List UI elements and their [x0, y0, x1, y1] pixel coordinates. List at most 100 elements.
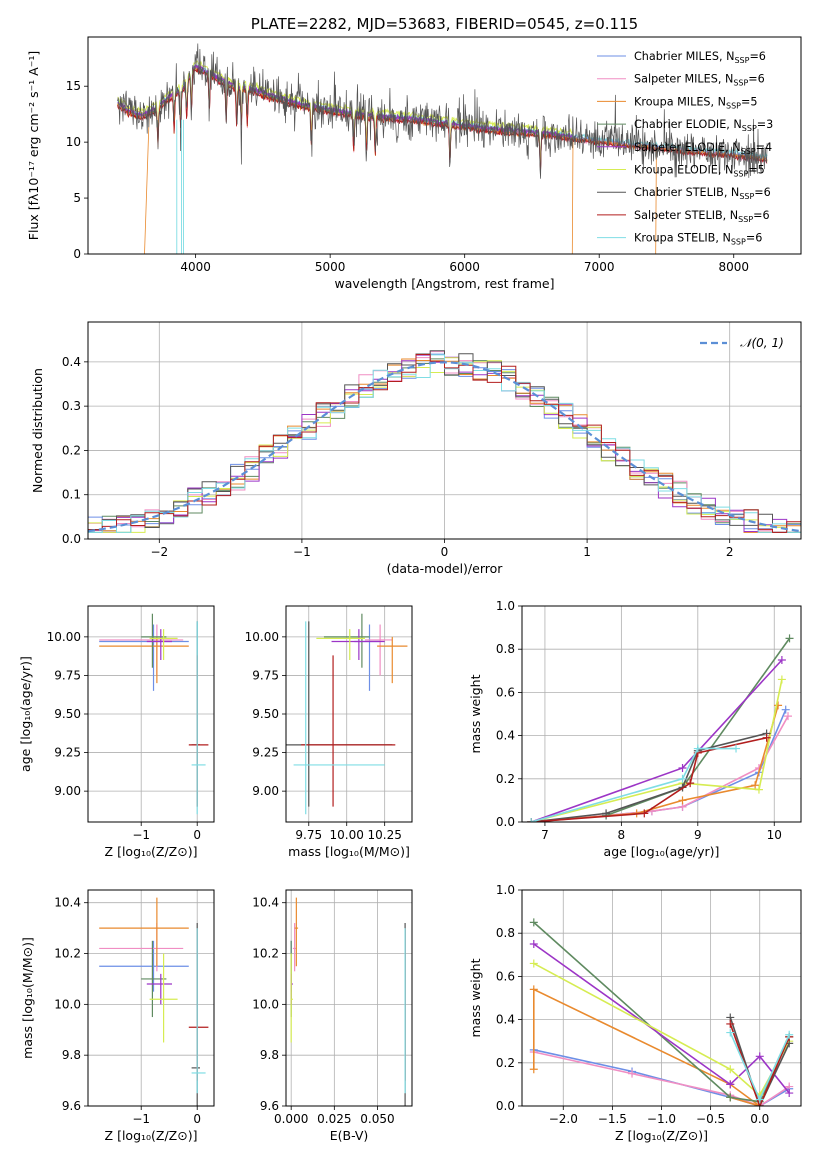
weight-line — [533, 988, 761, 1106]
axes-frame — [87, 605, 215, 823]
weight-marker — [726, 1065, 735, 1074]
y-axis-label: age [log₁₀(age/yr)] — [18, 656, 33, 772]
legend-text: Chabrier STELIB, N — [634, 186, 739, 199]
x-tick-label: 0.050 — [360, 1112, 394, 1126]
x-axis-label: Z [log₁₀(Z/Z⊙)] — [615, 1128, 708, 1143]
axes-frame — [285, 605, 413, 823]
weight-marker — [693, 744, 702, 753]
y-tick-label: 0.0 — [496, 1099, 515, 1113]
x-tick-label: 0 — [193, 1112, 201, 1126]
y-tick-label: 5 — [73, 191, 81, 205]
fit-errorbar — [191, 621, 206, 815]
legend-subscript: SSP — [741, 147, 756, 156]
legend-text: =6 — [746, 232, 763, 245]
x-tick-label: 10.25 — [367, 828, 401, 842]
plot-area — [99, 613, 209, 815]
weight-line — [531, 679, 783, 822]
weight-marker — [678, 774, 687, 783]
weight-series — [527, 656, 786, 822]
weight-marker — [777, 675, 786, 684]
fit-errorbar — [141, 613, 167, 668]
fit-errorbar — [191, 928, 206, 1094]
y-tick-label: 9.00 — [54, 784, 81, 798]
y-tick-label: 9.50 — [252, 707, 279, 721]
weight-marker — [784, 712, 793, 721]
y-tick-label: 0.4 — [496, 1013, 515, 1027]
legend-label: Chabrier STELIB, NSSP=6 — [634, 186, 771, 201]
weight-line — [530, 747, 736, 822]
axes-mass-vs-Z: −1 0 9.6 9.8 10.0 10.2 10.4 Z [log₁₀(Z/Z⊙)] mass… — [20, 889, 215, 1143]
y-axis-label: mass weight — [468, 674, 483, 753]
legend-text: Kroupa MILES, N — [634, 95, 726, 108]
x-tick-label: 4000 — [180, 260, 211, 274]
legend-text: =6 — [749, 50, 766, 63]
x-axis-label: Z [log₁₀(Z/Z⊙)] — [105, 844, 198, 859]
y-tick-label: 10.0 — [54, 997, 81, 1011]
legend-text: =3 — [757, 118, 774, 131]
axes-weight-vs-Z: −2.0 −1.5 −1.0 −0.5 0.0 0.0 0.2 0.4 0.6 0.8 1.0 Z [… — [468, 883, 802, 1143]
legend-label: Chabrier MILES, NSSP=6 — [634, 50, 766, 65]
spectrum-line — [117, 43, 768, 179]
x-tick-label: 0 — [441, 545, 449, 559]
y-axis-label: mass weight — [468, 958, 483, 1037]
x-axis-label: (data-model)/error — [387, 561, 504, 576]
y-tick-label: 10.00 — [245, 630, 279, 644]
weight-marker — [678, 764, 687, 772]
x-tick-label: 2 — [726, 545, 734, 559]
x-tick-label: 0.000 — [274, 1112, 308, 1126]
x-tick-label: 7 — [541, 828, 549, 842]
y-tick-label: 0.8 — [496, 642, 515, 656]
legend-text: Chabrier MILES, N — [634, 50, 734, 63]
x-tick-label: 5000 — [315, 260, 346, 274]
legend-text: =5 — [741, 95, 758, 108]
fit-errorbar — [149, 629, 178, 660]
y-tick-label: 0.4 — [62, 355, 81, 369]
y-tick-label: 9.75 — [252, 668, 279, 682]
legend-text: Kroupa ELODIE, N — [634, 164, 733, 177]
legend-subscript: SSP — [726, 101, 741, 110]
axes-residuals: −2 −1 0 1 2 0.0 0.1 0.2 0.3 0.4 (data-model)/error… — [30, 321, 802, 576]
x-tick-label: −0.5 — [696, 1112, 725, 1126]
legend-subscript: SSP — [742, 124, 757, 133]
plot-area — [286, 613, 408, 815]
x-tick-label: 9 — [694, 828, 702, 842]
legend-subscript: SSP — [738, 215, 753, 224]
axes-frame — [87, 889, 215, 1107]
y-tick-label: 10 — [66, 135, 81, 149]
fit-errorbar — [99, 636, 189, 684]
y-tick-label: 0.1 — [62, 488, 81, 502]
weight-marker — [678, 796, 687, 805]
x-tick-label: 0.025 — [317, 1112, 351, 1126]
x-tick-label: 8 — [618, 828, 626, 842]
y-tick-label: 9.6 — [260, 1099, 279, 1113]
weight-marker — [754, 785, 763, 794]
y-tick-label: 0.0 — [496, 815, 515, 829]
y-tick-label: 9.50 — [54, 707, 81, 721]
fit-errorbar — [301, 655, 396, 807]
residual-histogram — [88, 354, 801, 533]
fit-errorbar — [191, 923, 200, 1106]
legend-text: =6 — [754, 186, 771, 199]
fit-errorbar — [149, 953, 178, 1043]
x-tick-label: 0.0 — [750, 1112, 769, 1126]
weight-marker — [781, 705, 790, 714]
fit-errorbar — [99, 940, 189, 992]
weight-marker — [751, 781, 760, 790]
fit-errorbar — [99, 624, 189, 691]
legend-text: Salpeter MILES, N — [634, 73, 733, 86]
weight-marker — [726, 1093, 735, 1102]
spectrum-line — [117, 60, 573, 163]
legend-subscript: SSP — [733, 79, 748, 88]
fit-errorbar — [323, 613, 370, 668]
y-axis-label: Flux [fλ10⁻¹⁷ erg cm⁻² s⁻¹ A⁻¹] — [26, 51, 41, 240]
x-tick-label: −2 — [150, 545, 168, 559]
y-tick-label: 0.0 — [62, 532, 81, 546]
weight-marker — [628, 1069, 637, 1078]
fit-errorbar — [331, 629, 385, 660]
x-tick-label: −1.5 — [598, 1112, 627, 1126]
axes-spectrum: 4000 5000 6000 7000 8000 0 5 10 15 wavelength [An… — [26, 15, 802, 291]
weight-line — [729, 1017, 790, 1106]
y-axis-label: mass [log₁₀(M/M⊙)] — [20, 937, 35, 1059]
weight-marker — [726, 1080, 735, 1089]
plot-area — [529, 918, 794, 1106]
